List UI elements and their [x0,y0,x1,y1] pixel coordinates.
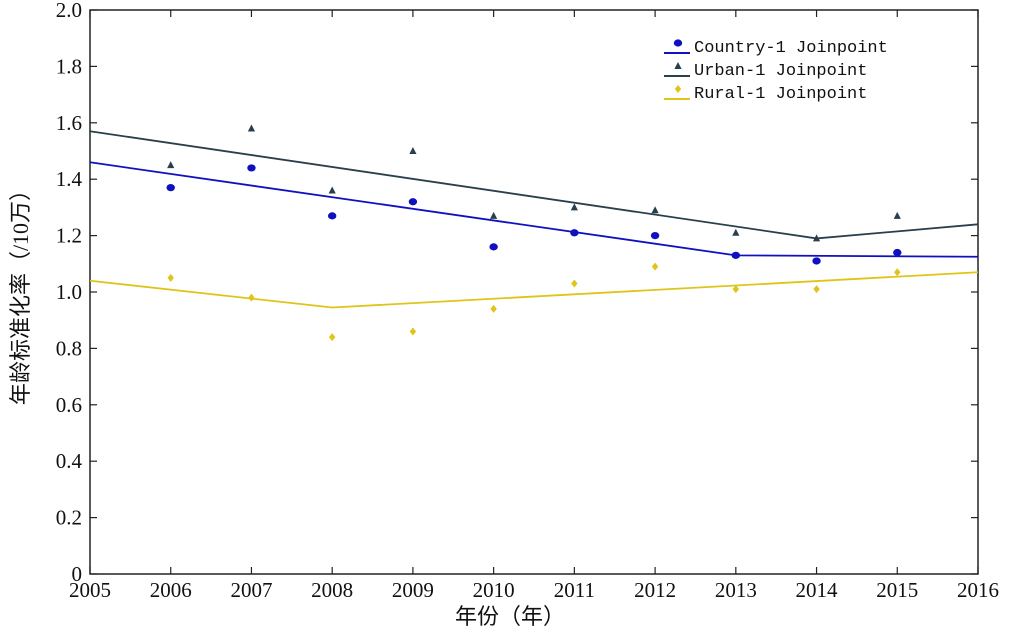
rural-legend-label: Rural-1 Joinpoint [694,85,867,104]
x-tick-label: 2011 [554,578,595,602]
y-tick-label: 0.2 [56,506,82,530]
urban-data-point [490,211,498,219]
x-tick-label: 2010 [473,578,515,602]
urban-data-point [812,234,821,242]
country-data-point [570,229,579,237]
rural-data-point [651,262,659,271]
x-tick-label: 2012 [634,578,676,602]
country-legend-marker [673,39,683,47]
country-data-point [812,257,821,265]
x-axis-title: 年份（年） [455,604,565,629]
urban-data-point [247,124,256,132]
y-tick-label: 0.8 [56,336,82,360]
country-data-point [408,198,418,206]
urban-data-point [893,211,901,219]
country-legend-label: Country-1 Joinpoint [694,39,888,58]
observed-points [166,124,902,342]
x-tick-label: 2013 [715,578,757,602]
fitted-lines [89,130,979,309]
rural-data-point [409,327,417,336]
x-tick-label: 2007 [230,578,272,602]
x-tick-label: 2014 [796,578,839,602]
country-data-point [247,164,256,172]
country-fit-line [89,161,979,258]
urban-data-point [570,203,578,211]
urban-fit-line [89,130,979,240]
y-tick-label: 0.4 [56,449,83,473]
x-tick-label: 2016 [957,578,999,602]
x-tick-label: 2006 [150,578,192,602]
y-tick-label: 2.0 [56,0,82,22]
y-tick-label: 0 [72,562,83,586]
rural-data-point [248,293,255,302]
rural-data-point [894,268,901,277]
rural-data-point [167,273,174,282]
y-tick-label: 0.6 [56,393,82,417]
y-axis-title: 年龄标准化率（/10万） [8,179,33,405]
rural-legend-marker [674,85,682,93]
country-data-point [731,251,741,259]
rural-data-point [813,285,820,294]
country-data-point [489,243,498,251]
country-data-point [650,232,660,240]
x-axis: 2005 2006 2007 2008 2009 2010 2011 2012 2013 2014… [69,10,999,602]
x-tick-label: 2009 [392,578,434,602]
y-tick-label: 1.8 [56,54,82,78]
rural-fit-line [89,271,979,309]
urban-legend-label: Urban-1 Joinpoint [694,62,867,81]
urban-legend-marker [674,62,682,69]
y-axis: 0 0.2 0.4 0.6 0.8 1.0 1.2 1.4 1.6 1.8 2.0 [56,0,978,586]
y-tick-label: 1.0 [56,280,82,304]
urban-data-point [651,206,659,214]
country-data-point [327,212,337,220]
urban-data-point [409,147,417,154]
x-tick-label: 2005 [69,578,111,602]
y-tick-label: 1.2 [56,224,82,248]
country-data-point [893,248,902,257]
country-data-point [166,184,175,192]
legend: Country-1 Joinpoint Urban-1 Joinpoint Rura… [664,39,888,104]
urban-data-point [732,228,740,236]
rural-data-point [490,304,497,313]
y-tick-label: 1.6 [56,111,82,135]
y-tick-label: 1.4 [56,167,83,191]
rural-data-point [571,279,578,288]
urban-data-point [167,161,175,169]
x-tick-label: 2015 [876,578,918,602]
rural-data-point [328,333,336,342]
x-tick-label: 2008 [311,578,353,602]
urban-data-point [328,186,336,194]
rural-data-point [732,285,740,294]
